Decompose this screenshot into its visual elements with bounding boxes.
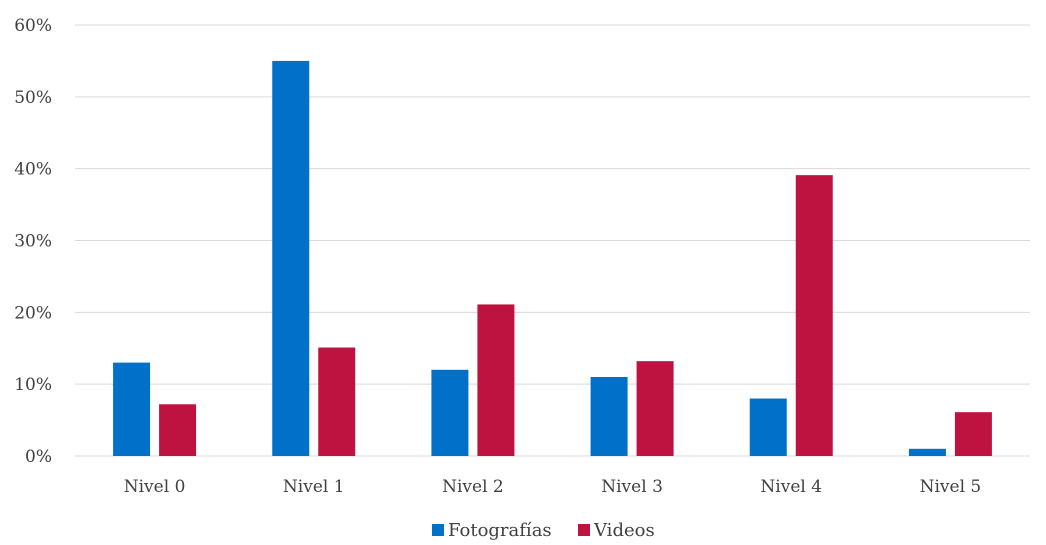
bar-fotografias-5 xyxy=(908,448,946,456)
y-tick-label: 30% xyxy=(14,232,52,252)
bar-fotografias-4 xyxy=(749,398,787,456)
x-axis-tick-labels: Nivel 0 Nivel 1 Nivel 2 Nivel 3 Nivel 4 Nivel… xyxy=(124,477,981,497)
y-tick-label: 60% xyxy=(14,16,52,36)
x-tick-label: Nivel 3 xyxy=(601,477,663,497)
x-tick-label: Nivel 1 xyxy=(283,477,345,497)
legend: Fotografías Videos xyxy=(432,520,655,541)
y-tick-label: 20% xyxy=(14,303,52,323)
legend-label-videos: Videos xyxy=(593,520,655,541)
bar-videos-5 xyxy=(954,412,992,456)
x-tick-label: Nivel 2 xyxy=(442,477,504,497)
bar-fotografias-0 xyxy=(113,362,151,456)
bar-videos-4 xyxy=(795,175,833,457)
bar-videos-2 xyxy=(477,304,515,456)
legend-swatch-videos xyxy=(578,524,590,536)
y-tick-label: 50% xyxy=(14,88,52,108)
bar-videos-0 xyxy=(159,404,197,456)
y-tick-label: 10% xyxy=(14,375,52,395)
gridlines xyxy=(75,24,1030,457)
bars xyxy=(113,60,992,457)
x-tick-label: Nivel 4 xyxy=(760,477,822,497)
y-tick-label: 0% xyxy=(25,447,52,467)
y-tick-label: 40% xyxy=(14,160,52,180)
bar-fotografias-3 xyxy=(590,376,628,456)
legend-swatch-fotografias xyxy=(432,524,444,536)
bar-fotografias-2 xyxy=(431,369,469,456)
bar-videos-3 xyxy=(636,361,674,456)
bar-fotografias-1 xyxy=(272,60,310,457)
legend-label-fotografias: Fotografías xyxy=(448,520,552,541)
x-tick-label: Nivel 5 xyxy=(920,477,982,497)
y-axis-tick-labels: 0% 10% 20% 30% 40% 50% 60% xyxy=(14,16,52,467)
x-tick-label: Nivel 0 xyxy=(124,477,186,497)
bar-videos-1 xyxy=(318,347,356,456)
